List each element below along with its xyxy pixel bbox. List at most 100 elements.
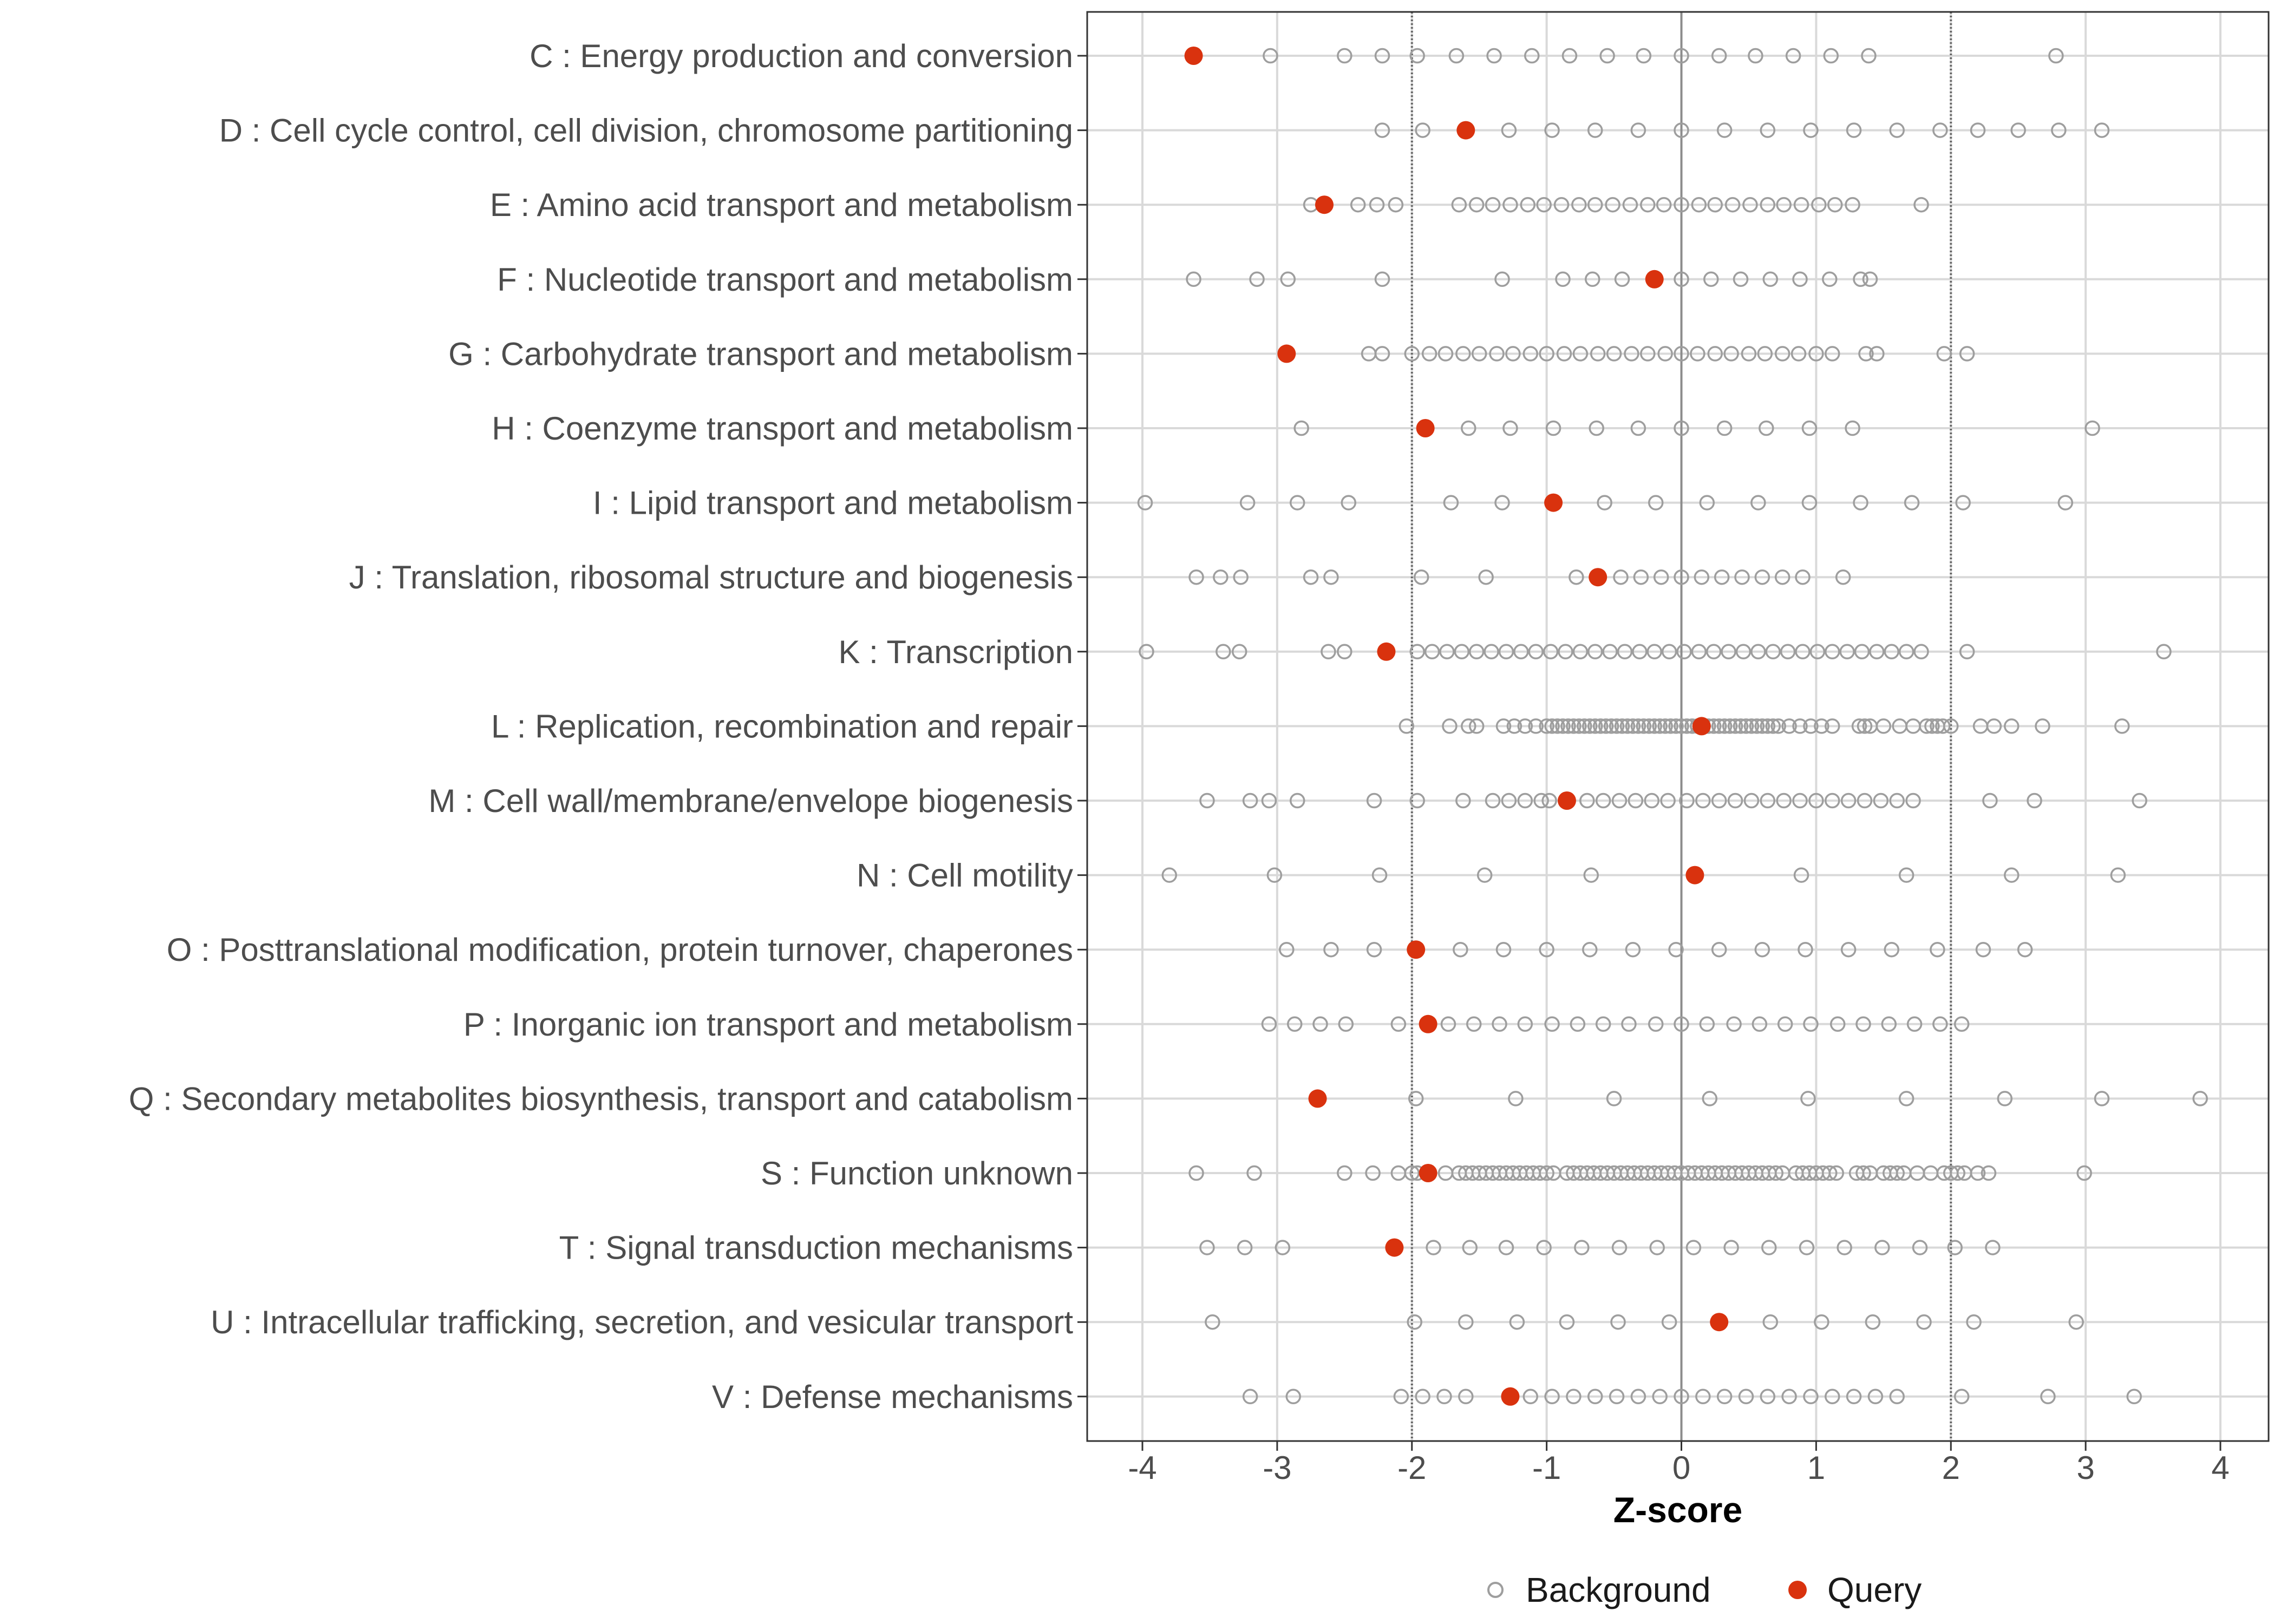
background-point [1640, 346, 1656, 362]
x-tick-label: 0 [1672, 1450, 1690, 1486]
background-point [1579, 793, 1595, 809]
background-point [1485, 793, 1501, 809]
background-point [2017, 941, 2033, 958]
category-row [1186, 270, 1878, 289]
background-point [1609, 718, 1625, 734]
background-point [1486, 48, 1502, 64]
category-label: T : Signal transduction mechanisms [559, 1230, 1073, 1266]
background-point [1543, 644, 1559, 660]
background-point [1448, 48, 1465, 64]
query-point [1685, 866, 1704, 885]
background-point [1936, 346, 1952, 362]
background-point [1750, 644, 1766, 660]
category-row [1374, 121, 2110, 140]
background-point [1716, 718, 1733, 734]
background-point [1561, 48, 1578, 64]
category-label: O : Posttranslational modification, prot… [167, 932, 1073, 968]
background-point [1835, 569, 1851, 585]
background-point [1906, 1016, 1923, 1032]
background-point [1981, 1165, 1997, 1181]
background-point [1855, 1016, 1871, 1032]
background-point [1646, 644, 1662, 660]
background-point [1587, 718, 1603, 734]
background-point [1695, 793, 1711, 809]
background-point [1924, 718, 1940, 734]
background-point [1792, 271, 1808, 287]
category-label: D : Cell cycle control, cell division, c… [219, 113, 1073, 149]
background-point [1799, 1240, 1815, 1255]
query-point [1501, 1387, 1520, 1406]
query-point [1456, 121, 1475, 140]
background-point [1622, 197, 1638, 213]
background-point [1466, 1016, 1482, 1032]
background-point [1502, 197, 1518, 213]
background-point [1413, 569, 1429, 585]
background-point [1341, 495, 1357, 510]
background-point [1913, 644, 1929, 660]
background-point [1570, 1016, 1586, 1032]
category-row [1199, 791, 2147, 810]
background-point [2126, 1389, 2142, 1405]
background-point [1876, 718, 1892, 734]
background-point [1809, 644, 1826, 660]
query-point [1692, 717, 1711, 736]
x-tick-label: 4 [2211, 1450, 2229, 1486]
x-tick-label: -4 [1128, 1450, 1156, 1486]
background-point [1781, 1389, 1797, 1405]
background-point [1633, 569, 1649, 585]
background-point [1727, 718, 1743, 734]
background-point [1337, 48, 1352, 64]
background-point [1953, 1016, 1970, 1032]
background-point [1337, 1165, 1352, 1181]
background-point [1916, 1314, 1932, 1330]
background-point [1289, 495, 1305, 510]
background-point [1691, 644, 1707, 660]
background-point [1602, 644, 1618, 660]
background-point [1587, 122, 1603, 138]
background-point [1517, 718, 1533, 734]
category-row [1242, 1387, 2142, 1406]
background-point [1461, 420, 1476, 436]
background-point [1889, 1389, 1905, 1405]
background-point [1275, 1240, 1291, 1255]
background-point [1668, 941, 1684, 958]
background-point [1711, 793, 1727, 809]
background-point [1822, 1165, 1838, 1181]
background-point [1975, 941, 1991, 958]
background-point [1636, 48, 1652, 64]
background-point [1759, 420, 1774, 436]
background-point [1674, 197, 1689, 213]
background-point [1793, 867, 1809, 883]
legend-background-label: Background [1526, 1570, 1711, 1609]
background-point [1640, 197, 1656, 213]
background-point [1734, 569, 1750, 585]
background-point [2010, 122, 2026, 138]
background-point [1982, 793, 1998, 809]
background-point [1489, 346, 1505, 362]
background-point [1611, 1240, 1628, 1255]
background-point [1649, 1240, 1665, 1255]
background-point [1321, 644, 1336, 660]
background-point [1216, 644, 1231, 660]
background-point [1233, 569, 1249, 585]
background-point [1242, 1389, 1258, 1405]
background-point [1632, 644, 1648, 660]
category-row [1205, 1313, 2084, 1332]
query-point [1419, 1014, 1437, 1033]
background-point [1628, 793, 1644, 809]
background-point [2094, 1091, 2110, 1106]
background-point [1824, 1389, 1840, 1405]
background-point [1648, 1016, 1664, 1032]
background-point [1501, 122, 1517, 138]
background-point [1781, 718, 1797, 734]
background-point [1762, 271, 1779, 287]
background-point [1409, 644, 1425, 660]
background-point [1621, 1016, 1637, 1032]
background-point [1617, 644, 1633, 660]
background-point [1889, 793, 1905, 809]
background-point [1374, 48, 1390, 64]
background-point [2084, 420, 2100, 436]
background-point [1399, 718, 1415, 734]
background-point [1536, 1240, 1552, 1255]
background-point [1668, 718, 1684, 734]
